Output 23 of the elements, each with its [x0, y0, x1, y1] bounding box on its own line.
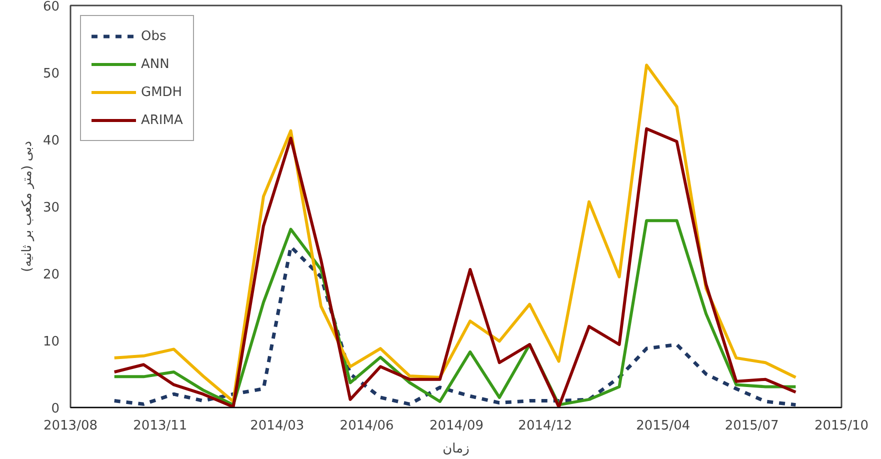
- x-tick-label: 2015/07: [724, 418, 779, 434]
- legend-label: Obs: [141, 28, 166, 44]
- legend-label: ARIMA: [141, 112, 183, 128]
- y-tick-label: 60: [42, 0, 60, 14]
- y-tick-label: 0: [51, 402, 60, 416]
- y-axis-title: دبی (متر مکعب بر ثانیه): [20, 140, 35, 272]
- y-tick-label: 30: [42, 200, 60, 216]
- legend-label: ANN: [141, 56, 170, 72]
- x-tick-label: 2014/06: [340, 418, 394, 434]
- x-tick-label: 2014/09: [429, 418, 484, 434]
- x-tick-label: 2013/11: [133, 418, 188, 434]
- x-tick-label: 2014/03: [250, 418, 304, 434]
- y-tick-label: 40: [42, 134, 60, 148]
- y-tick-label: 10: [42, 334, 60, 350]
- legend-label: GMDH: [141, 84, 182, 100]
- line-series: [112, 127, 798, 408]
- x-axis-title: زمان: [442, 442, 470, 456]
- x-tick-label: 2013/08: [43, 418, 98, 434]
- x-tick-label: 2015/10: [814, 418, 869, 434]
- y-tick-label: 20: [42, 268, 60, 282]
- x-tick-label: 2015/04: [636, 418, 690, 434]
- y-tick-label: 50: [42, 66, 60, 82]
- x-tick-label: 2014/12: [518, 418, 572, 434]
